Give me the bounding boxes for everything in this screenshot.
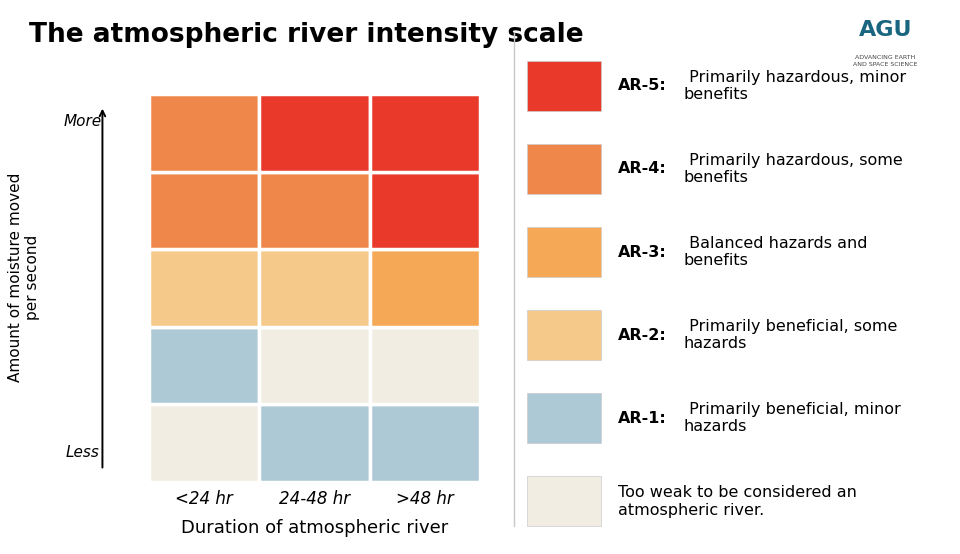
FancyBboxPatch shape bbox=[527, 476, 601, 526]
Bar bbox=[370, 249, 480, 327]
Text: Primarily hazardous, minor
benefits: Primarily hazardous, minor benefits bbox=[684, 70, 906, 102]
Bar bbox=[370, 94, 480, 172]
Bar bbox=[259, 172, 370, 249]
Text: Primarily hazardous, some
benefits: Primarily hazardous, some benefits bbox=[684, 153, 902, 185]
Text: Primarily beneficial, some
hazards: Primarily beneficial, some hazards bbox=[684, 319, 897, 351]
Bar bbox=[259, 327, 370, 404]
Text: AGU: AGU bbox=[859, 20, 912, 40]
Text: Too weak to be considered an
atmospheric river.: Too weak to be considered an atmospheric… bbox=[618, 485, 857, 517]
Text: Primarily beneficial, minor
hazards: Primarily beneficial, minor hazards bbox=[684, 402, 900, 434]
Text: Balanced hazards and
benefits: Balanced hazards and benefits bbox=[684, 236, 867, 268]
Bar bbox=[149, 404, 259, 482]
FancyBboxPatch shape bbox=[527, 144, 601, 194]
Bar bbox=[370, 404, 480, 482]
Bar bbox=[149, 249, 259, 327]
Bar bbox=[370, 327, 480, 404]
Bar bbox=[259, 404, 370, 482]
Text: AR-4:: AR-4: bbox=[618, 161, 667, 177]
Bar bbox=[149, 94, 259, 172]
Text: AR-5:: AR-5: bbox=[618, 78, 667, 94]
Text: Less: Less bbox=[65, 445, 100, 460]
Text: ADVANCING EARTH
AND SPACE SCIENCE: ADVANCING EARTH AND SPACE SCIENCE bbox=[853, 55, 918, 66]
Bar bbox=[259, 94, 370, 172]
FancyBboxPatch shape bbox=[527, 61, 601, 111]
FancyBboxPatch shape bbox=[527, 227, 601, 277]
Bar bbox=[149, 327, 259, 404]
Text: AR-2:: AR-2: bbox=[618, 327, 667, 343]
Bar bbox=[259, 249, 370, 327]
Text: AR-3:: AR-3: bbox=[618, 244, 667, 260]
X-axis label: Duration of atmospheric river: Duration of atmospheric river bbox=[180, 520, 448, 537]
Text: Amount of moisture moved
per second: Amount of moisture moved per second bbox=[8, 172, 40, 382]
Text: AR-1:: AR-1: bbox=[618, 411, 667, 426]
Bar bbox=[149, 172, 259, 249]
Text: More: More bbox=[63, 114, 102, 129]
Text: The atmospheric river intensity scale: The atmospheric river intensity scale bbox=[29, 22, 584, 48]
FancyBboxPatch shape bbox=[527, 310, 601, 360]
FancyBboxPatch shape bbox=[527, 393, 601, 443]
Bar bbox=[370, 172, 480, 249]
